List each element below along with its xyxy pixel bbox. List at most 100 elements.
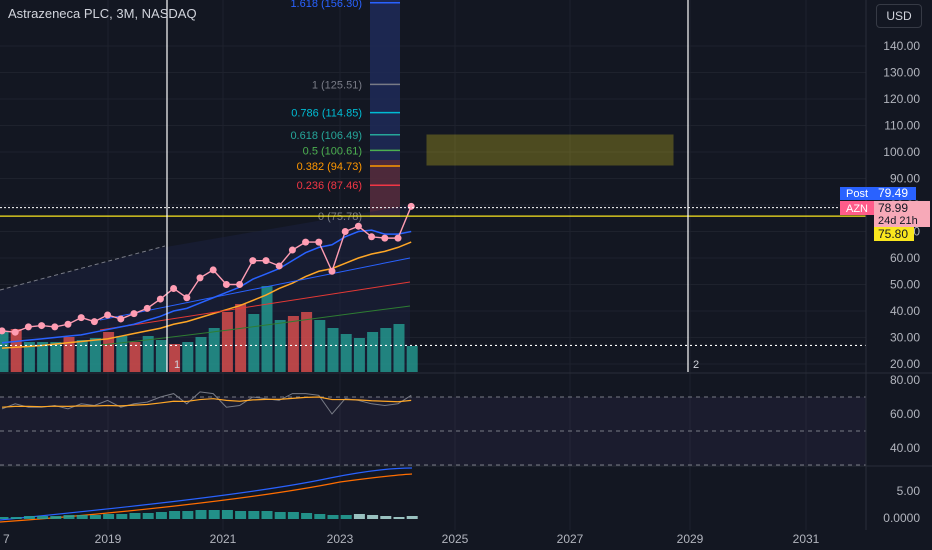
target-zone: [426, 134, 674, 166]
price-point: [394, 234, 402, 242]
vertical-marker-1: 1: [174, 359, 180, 371]
macd-hist-bar: [393, 517, 405, 519]
macd-hist-bar: [367, 515, 379, 519]
price-tick-label: 60.00: [890, 251, 920, 265]
macd-hist-bar: [63, 515, 75, 519]
price-point: [64, 320, 72, 328]
price-point: [24, 323, 32, 331]
macd-hist-bar: [261, 511, 273, 519]
macd-hist-bar: [103, 514, 115, 519]
price-point: [196, 274, 204, 282]
price-point: [288, 246, 296, 254]
volume-bar: [10, 329, 22, 372]
time-tick-label: 2025: [442, 532, 469, 546]
volume-bar: [353, 338, 365, 372]
price-tick-label: 120.00: [883, 92, 920, 106]
macd-signal-line: [0, 473, 413, 523]
time-tick-label: 2031: [793, 532, 820, 546]
volume-bar: [142, 336, 154, 372]
price-point: [51, 323, 59, 331]
volume-bar: [50, 342, 62, 372]
time-tick-label: 2029: [677, 532, 704, 546]
price-point: [170, 284, 178, 292]
macd-hist-bar: [182, 511, 194, 519]
price-point: [77, 314, 85, 322]
macd-hist-bar: [340, 515, 352, 519]
price-tick-label: 50.00: [890, 278, 920, 292]
price-point: [0, 327, 6, 335]
price-point: [275, 262, 283, 270]
price-point: [222, 281, 230, 288]
symbol-title: Astrazeneca PLC, 3M, NASDAQ: [8, 6, 197, 21]
volume-bar: [169, 344, 181, 372]
currency-button[interactable]: USD: [876, 4, 922, 28]
macd-hist-bar: [129, 513, 141, 519]
post-tag-bg: [840, 187, 874, 200]
price-point: [368, 233, 376, 241]
rsi-tick-label: 80.00: [890, 373, 920, 387]
macd-hist-bar: [0, 517, 9, 519]
macd-hist-bar: [208, 510, 220, 519]
time-tick-label: 2027: [557, 532, 584, 546]
price-point: [104, 311, 112, 319]
macd-hist-bar: [314, 514, 326, 519]
azn-value: 78.99: [878, 201, 908, 215]
macd-hist-bar: [50, 516, 62, 519]
price-point: [302, 238, 310, 246]
macd-hist-bar: [10, 517, 22, 519]
volume-bar: [208, 328, 220, 372]
price-tick-label: 30.00: [890, 331, 920, 345]
price-series: [0, 202, 415, 336]
macd-hist-bar: [116, 514, 128, 519]
volume-bar: [327, 328, 339, 372]
macd-hist-bar: [142, 513, 154, 519]
volume-bar: [301, 312, 313, 372]
volume-bar: [89, 338, 101, 372]
price-tick-label: 20.00: [890, 357, 920, 371]
volume-bar: [76, 340, 88, 372]
time-tick-label: 2023: [327, 532, 354, 546]
fib-level-label: 1.618 (156.30): [290, 0, 362, 10]
volume-bar: [406, 346, 418, 372]
volume-bar: [248, 314, 260, 372]
price-point: [156, 295, 164, 303]
price-point: [183, 294, 191, 302]
post-value: 79.49: [878, 186, 908, 200]
volume-bar: [380, 328, 392, 372]
rsi-tick-label: 60.00: [890, 407, 920, 421]
hline-value: 75.80: [878, 227, 908, 241]
volume-bar: [235, 304, 247, 372]
macd-hist-bar: [353, 514, 365, 519]
vertical-marker-2: 2: [693, 359, 699, 371]
ma-orange-line: [1, 241, 412, 349]
volume-bar: [116, 336, 128, 372]
macd-tick-label: 0.0000: [883, 511, 920, 525]
macd-hist-bar: [235, 511, 247, 519]
macd-hist-bar: [89, 515, 101, 519]
fib-level-label: 0.236 (87.46): [297, 180, 362, 192]
price-point: [381, 234, 389, 242]
trend-line: [0, 245, 166, 291]
time-tick-label: 2019: [95, 532, 122, 546]
fib-level-label: 1 (125.51): [312, 79, 362, 91]
macd-hist-bar: [274, 512, 286, 519]
price-point: [407, 202, 415, 210]
time-axis: 7 2019 2021 2023 2025 2027 2029 2031: [3, 532, 820, 546]
macd-hist-bar: [406, 516, 418, 519]
volume-bars: [0, 286, 418, 372]
fib-level-label: 0 (75.78): [318, 211, 362, 223]
price-point: [209, 266, 217, 274]
rsi-signal-line: [1, 396, 412, 408]
countdown: 24d 21h: [878, 215, 918, 227]
macd-hist-bar: [301, 513, 313, 519]
price-axis: 140.00130.00120.00110.00100.0090.0080.00…: [0, 0, 932, 530]
macd-hist-bar: [221, 510, 233, 519]
volume-bar: [261, 286, 273, 372]
price-point: [315, 238, 323, 246]
price-point: [130, 310, 138, 318]
price-point: [11, 328, 19, 336]
volume-bar: [221, 312, 233, 372]
volume-bar: [314, 320, 326, 372]
